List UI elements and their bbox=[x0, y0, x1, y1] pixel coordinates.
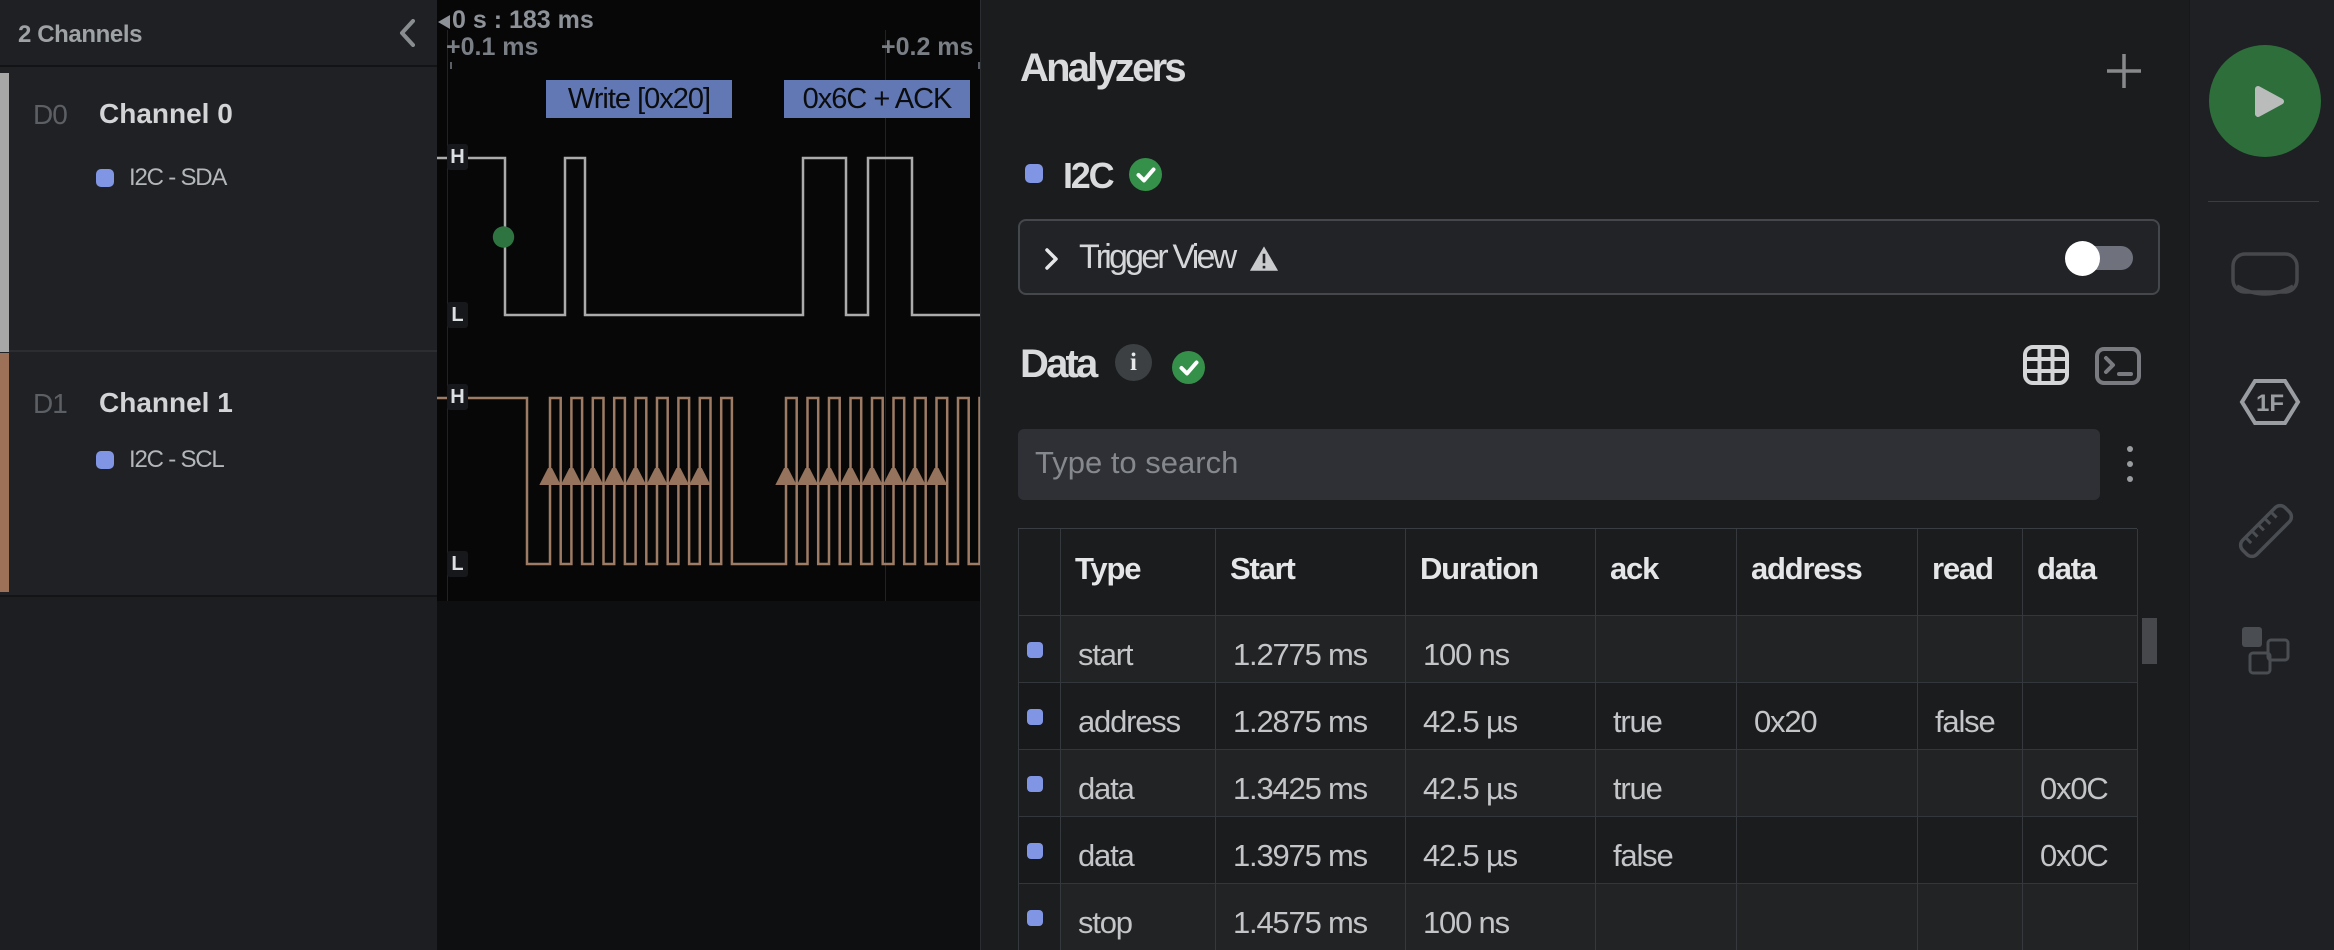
svg-text:1F: 1F bbox=[2256, 390, 2284, 417]
